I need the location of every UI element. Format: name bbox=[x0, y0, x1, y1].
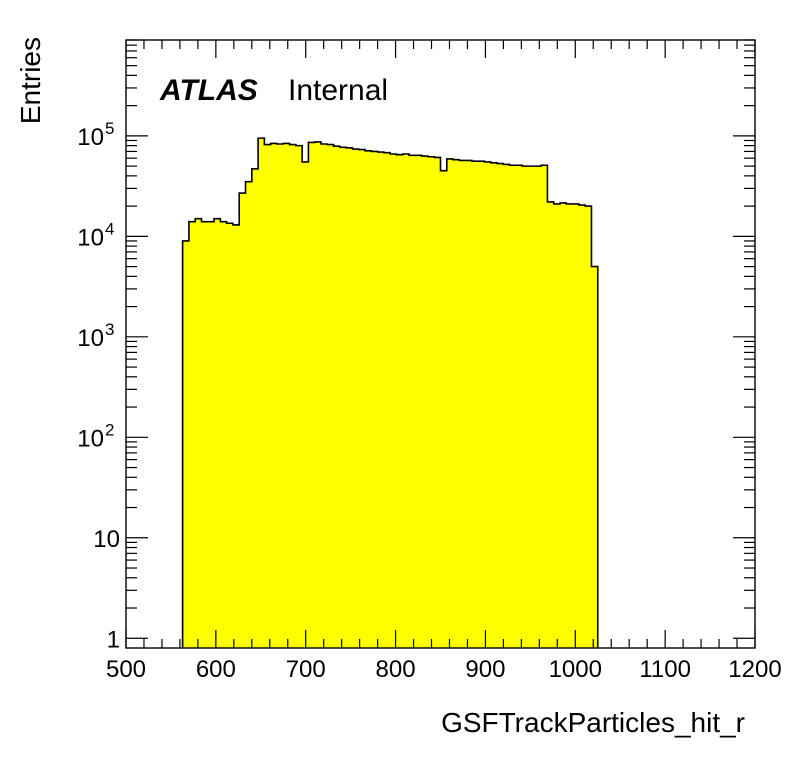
histogram-bar bbox=[459, 160, 467, 648]
histogram-bar bbox=[289, 144, 297, 648]
x-axis-tick-labels: 500 600 700 800 900 1000 1100 1200 bbox=[106, 656, 782, 683]
histogram-bar bbox=[421, 156, 429, 648]
histogram-bar bbox=[283, 143, 290, 648]
histogram-bar bbox=[553, 203, 561, 648]
x-tick-label: 1200 bbox=[728, 656, 781, 683]
histogram-bar bbox=[276, 144, 284, 648]
histogram-bar bbox=[295, 145, 303, 648]
histogram-bar bbox=[541, 165, 548, 649]
histogram-bar bbox=[585, 206, 592, 648]
histogram-bar bbox=[327, 144, 334, 648]
histogram-bar bbox=[339, 147, 347, 648]
x-tick-label: 900 bbox=[465, 656, 505, 683]
x-axis-ticks bbox=[125, 40, 756, 648]
histogram-bar bbox=[402, 154, 410, 648]
y-tick-label: 10 bbox=[77, 425, 104, 452]
x-tick-label: 700 bbox=[286, 656, 326, 683]
y-tick-label: 10 bbox=[77, 124, 104, 151]
y-axis-title: Entries bbox=[15, 37, 46, 124]
y-tick-label: 10 bbox=[77, 325, 104, 352]
histogram-bar bbox=[302, 161, 309, 648]
histogram-bar bbox=[320, 144, 328, 648]
histogram-bar bbox=[333, 146, 341, 648]
x-tick-label: 1000 bbox=[549, 656, 602, 683]
histogram-bar bbox=[226, 223, 234, 648]
histogram-bar bbox=[270, 143, 278, 648]
histogram-bar bbox=[371, 151, 378, 648]
histogram-bar bbox=[509, 165, 517, 649]
histogram-bar bbox=[409, 155, 416, 648]
plot-border bbox=[125, 39, 756, 649]
x-tick-label: 600 bbox=[196, 656, 236, 683]
histogram-bar bbox=[377, 152, 385, 648]
histogram-bar bbox=[440, 170, 448, 648]
y-axis-ticks bbox=[126, 39, 755, 639]
y-tick-exponent: 2 bbox=[105, 420, 114, 439]
atlas-label: ATLAS bbox=[159, 74, 258, 107]
histogram-bar bbox=[188, 221, 196, 648]
histogram-bar bbox=[572, 203, 580, 648]
histogram-bar bbox=[220, 221, 228, 648]
histogram-bar bbox=[534, 166, 542, 648]
histogram-bar bbox=[560, 202, 567, 649]
histogram-bar bbox=[251, 168, 259, 649]
histogram-bar bbox=[232, 224, 240, 649]
x-tick-label: 800 bbox=[376, 656, 416, 683]
y-tick-label: 10 bbox=[77, 224, 104, 251]
x-axis-title: GSFTrackParticles_hit_r bbox=[441, 707, 745, 738]
histogram-bar bbox=[396, 154, 404, 649]
histogram-bar bbox=[427, 156, 435, 649]
histogram-bar bbox=[522, 166, 529, 648]
x-tick-label: 500 bbox=[106, 656, 146, 683]
histogram-bar bbox=[201, 221, 209, 648]
histogram-bar bbox=[547, 201, 555, 648]
plot-frame bbox=[125, 39, 756, 649]
atlas-status-label: Internal bbox=[288, 74, 388, 107]
histogram-bar bbox=[308, 142, 316, 648]
histogram-bar bbox=[497, 163, 504, 649]
histogram-bar bbox=[434, 157, 441, 648]
x-tick-label: 1100 bbox=[639, 656, 691, 683]
histogram-bar bbox=[358, 149, 366, 648]
histogram-bar bbox=[352, 149, 360, 649]
histogram-bar bbox=[528, 166, 536, 648]
y-tick-exponent: 5 bbox=[105, 119, 114, 138]
histogram-bar bbox=[258, 138, 265, 648]
histogram-bar bbox=[207, 221, 215, 648]
histogram-bar bbox=[214, 218, 221, 648]
histogram-bar bbox=[264, 144, 272, 648]
histogram-outline bbox=[181, 137, 599, 648]
histogram-bar bbox=[446, 158, 454, 648]
y-tick-exponent: 3 bbox=[105, 320, 114, 339]
histogram-bar bbox=[465, 160, 473, 648]
histogram-bar bbox=[182, 240, 190, 648]
histogram-bar bbox=[566, 203, 573, 648]
histogram-bar bbox=[346, 147, 353, 649]
histogram-bar bbox=[484, 161, 492, 648]
histogram-bar bbox=[515, 165, 523, 649]
histogram-bar bbox=[365, 150, 372, 649]
histogram-bar bbox=[239, 193, 246, 649]
histogram-bar bbox=[245, 181, 253, 649]
histogram-bar bbox=[195, 218, 202, 648]
histogram-bar bbox=[383, 152, 391, 648]
histogram-bar bbox=[415, 155, 423, 648]
histogram-bar bbox=[390, 154, 397, 648]
histogram-bar bbox=[453, 159, 460, 648]
histogram-bar bbox=[591, 266, 599, 648]
y-tick-label: 10 bbox=[93, 526, 120, 553]
histogram-bar bbox=[471, 161, 479, 648]
histogram-bar bbox=[314, 141, 322, 649]
histogram-bar bbox=[503, 164, 511, 648]
histogram-bar bbox=[578, 205, 586, 648]
y-tick-label: 1 bbox=[107, 626, 120, 653]
histogram-bar bbox=[490, 162, 498, 648]
y-tick-exponent: 4 bbox=[105, 219, 114, 238]
histogram-bar bbox=[478, 161, 485, 648]
histogram-bars bbox=[181, 137, 599, 649]
